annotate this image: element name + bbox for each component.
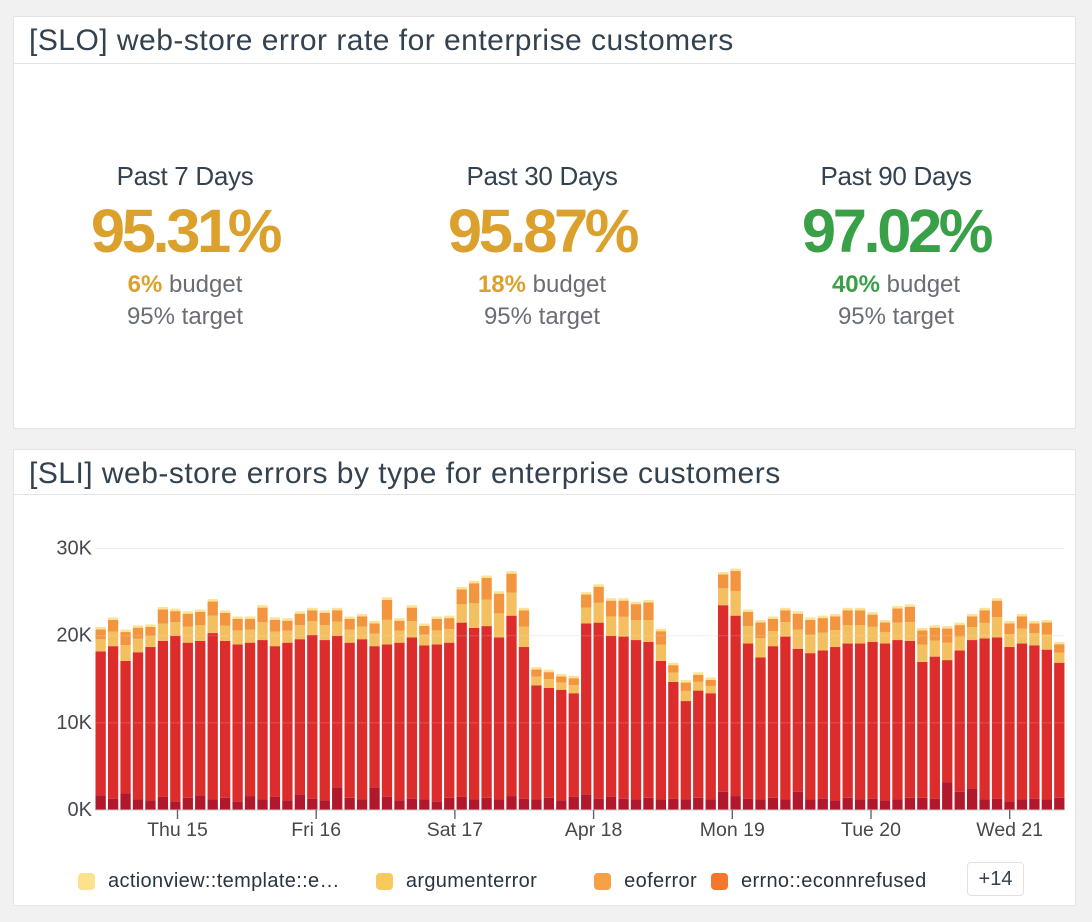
svg-text:Wed 21: Wed 21: [976, 819, 1043, 841]
svg-text:Mon 19: Mon 19: [700, 819, 765, 841]
svg-text:Apr 18: Apr 18: [565, 819, 622, 841]
svg-text:10K: 10K: [56, 712, 92, 734]
svg-text:0K: 0K: [68, 799, 93, 821]
svg-text:Tue 20: Tue 20: [841, 819, 901, 841]
svg-text:Fri 16: Fri 16: [291, 819, 341, 841]
svg-text:30K: 30K: [56, 538, 92, 560]
svg-text:Thu 15: Thu 15: [147, 819, 208, 841]
svg-text:Sat 17: Sat 17: [427, 819, 483, 841]
svg-text:20K: 20K: [56, 625, 92, 647]
